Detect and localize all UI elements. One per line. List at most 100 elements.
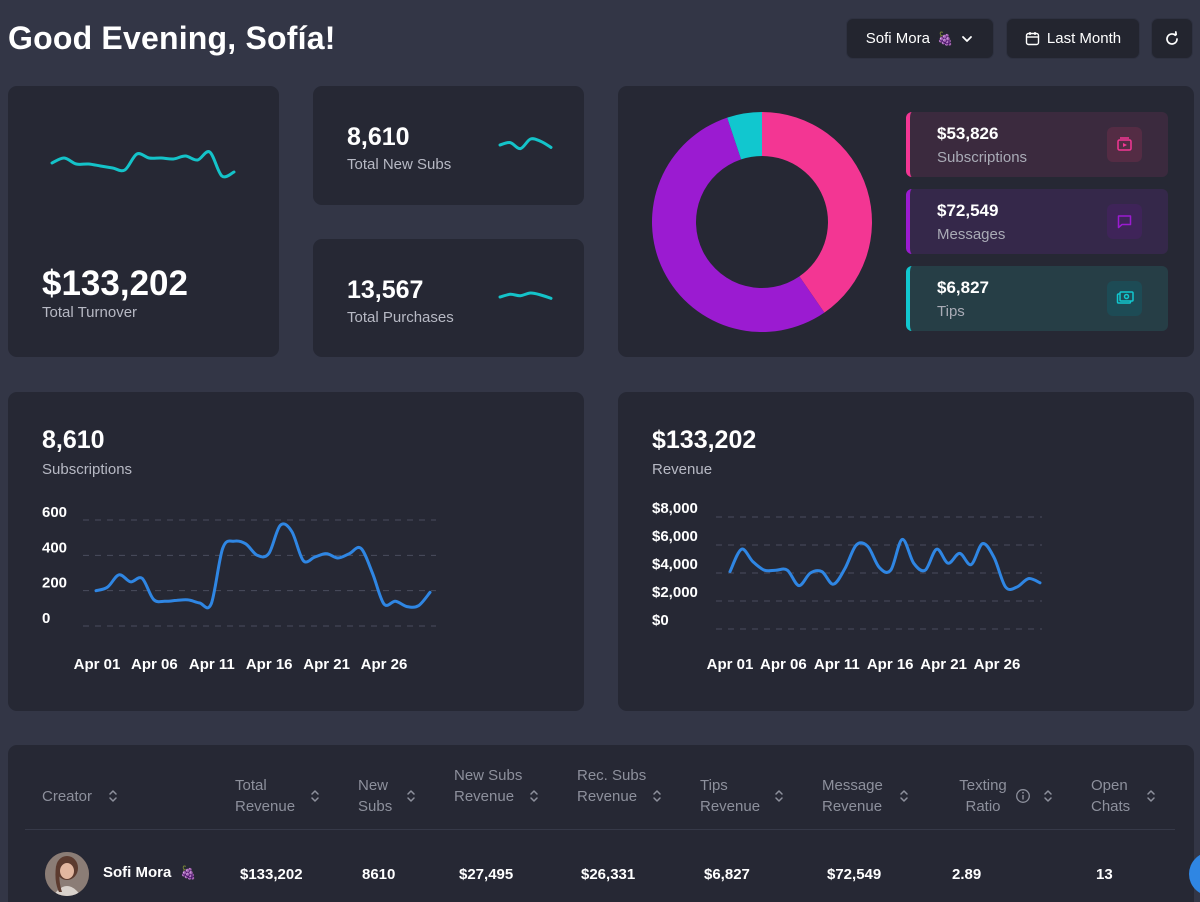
x-tick-label: Apr 26 — [974, 656, 1021, 673]
y-tick-label: 200 — [42, 575, 67, 592]
sort-icon[interactable] — [899, 788, 909, 804]
x-tick-label: Apr 01 — [74, 656, 121, 673]
donut-slice-messages[interactable] — [652, 117, 825, 332]
x-tick-label: Apr 06 — [760, 656, 807, 673]
subscriptions-line-chart: 600 400 200 0 Apr 01 Apr 06 Apr 11 Apr 16 Apr 21… — [42, 504, 436, 673]
purchases-label: Total Purchases — [347, 309, 454, 326]
period-button-label: Last Month — [1046, 30, 1122, 47]
subscriptions-chart-card: 8,610 Subscriptions 600 400 200 0 Apr 01 Apr … — [8, 392, 584, 711]
series-line-0 — [728, 537, 1042, 592]
column-header-message-revenue[interactable]: Message Revenue — [822, 777, 883, 815]
turnover-sparkline — [50, 150, 236, 179]
x-tick-label: Apr 11 — [189, 656, 235, 673]
breakdown-tips: $6,827 Tips — [906, 266, 1168, 331]
sort-icon[interactable] — [406, 788, 416, 804]
row-new-subs: 8610 — [362, 866, 396, 883]
y-tick-label: 600 — [42, 504, 67, 521]
creators-table-card — [8, 745, 1194, 902]
row-tips-revenue: $6,827 — [704, 866, 750, 883]
x-tick-label: Apr 21 — [303, 656, 350, 673]
sort-icon[interactable] — [529, 788, 539, 804]
chevron-down-icon — [960, 32, 974, 46]
refresh-icon — [1164, 30, 1180, 47]
table-header-divider — [25, 829, 1175, 830]
breakdown-messages-value: $72,549 — [937, 201, 999, 220]
revenue-chart-card: $133,202 Revenue $8,000 $6,000 $4,000 $2,00… — [618, 392, 1194, 711]
period-button[interactable]: Last Month — [1006, 18, 1140, 59]
chat-launcher-button[interactable] — [1189, 852, 1200, 896]
sort-icon[interactable] — [652, 788, 662, 804]
column-header-total-revenue[interactable]: Total Revenue — [235, 777, 296, 815]
y-tick-label: $6,000 — [652, 528, 698, 545]
sort-icon[interactable] — [310, 788, 320, 804]
revenue-chart-value: $133,202 — [652, 426, 757, 454]
y-tick-label: $0 — [652, 612, 669, 629]
column-header-rec-subs-revenue[interactable]: Rec. Subs Revenue — [577, 767, 647, 805]
column-header-new-subs[interactable]: New Subs — [358, 777, 393, 815]
row-message-revenue: $72,549 — [827, 866, 882, 883]
calendar-icon — [1025, 31, 1040, 46]
purchases-value: 13,567 — [347, 276, 424, 304]
purchases-card: 13,567 Total Purchases — [313, 239, 584, 357]
new-subs-sparkline — [498, 137, 553, 151]
donut-slice-tips[interactable] — [727, 112, 762, 160]
turnover-label: Total Turnover — [42, 304, 138, 321]
subscriptions-chart-value: 8,610 — [42, 426, 105, 454]
y-tick-label: 400 — [42, 539, 67, 556]
row-texting-ratio: 2.89 — [952, 866, 982, 883]
breakdown-subscriptions-value: $53,826 — [937, 124, 999, 143]
row-new-subs-revenue: $27,495 — [459, 866, 514, 883]
new-subs-card: 8,610 Total New Subs — [313, 86, 584, 205]
info-icon[interactable] — [1015, 788, 1031, 804]
breakdown-subscriptions: $53,826 Subscriptions — [906, 112, 1168, 177]
turnover-card: $133,202 Total Turnover — [8, 86, 279, 357]
breakdown-tips-value: $6,827 — [937, 278, 989, 297]
sort-icon[interactable] — [1043, 788, 1053, 804]
row-creator-emoji: 🍇 — [180, 865, 197, 880]
x-tick-label: Apr 06 — [131, 656, 178, 673]
sort-icon[interactable] — [1146, 788, 1156, 804]
donut-slice-subscriptions[interactable] — [762, 112, 872, 313]
x-tick-label: Apr 21 — [920, 656, 967, 673]
y-tick-label: $2,000 — [652, 584, 698, 601]
sort-icon[interactable] — [108, 788, 118, 804]
new-subs-label: Total New Subs — [347, 156, 452, 173]
new-subs-value: 8,610 — [347, 123, 410, 151]
column-header-texting-ratio[interactable]: Texting Ratio — [959, 777, 1007, 815]
row-total-revenue: $133,202 — [240, 866, 303, 883]
revenue-donut-chart — [652, 112, 872, 332]
video-icon — [1107, 127, 1142, 162]
column-header-open-chats[interactable]: Open Chats — [1091, 777, 1131, 815]
y-tick-label: $4,000 — [652, 556, 698, 573]
message-icon — [1107, 204, 1142, 239]
y-tick-label: 0 — [42, 610, 50, 627]
turnover-value: $133,202 — [42, 264, 188, 303]
purchases-sparkline — [498, 291, 553, 300]
x-tick-label: Apr 11 — [814, 656, 860, 673]
series-line-0 — [94, 522, 432, 610]
avatar[interactable] — [45, 852, 89, 896]
breakdown-messages-label: Messages — [937, 226, 1006, 243]
column-header-tips-revenue[interactable]: Tips Revenue — [700, 777, 761, 815]
revenue-line-chart: $8,000 $6,000 $4,000 $2,000 $0 Apr 01 Apr 06 Ap… — [652, 500, 1042, 673]
page-title: Good Evening, Sofía! — [8, 20, 336, 56]
breakdown-tips-label: Tips — [937, 303, 965, 320]
x-tick-label: Apr 26 — [361, 656, 408, 673]
x-tick-label: Apr 16 — [867, 656, 914, 673]
revenue-chart-label: Revenue — [652, 461, 713, 478]
refresh-button[interactable] — [1151, 18, 1193, 59]
row-creator-name[interactable]: Sofi Mora — [103, 864, 172, 881]
creator-select[interactable]: Sofi Mora 🍇 — [846, 18, 994, 59]
column-header-new-subs-revenue[interactable]: New Subs Revenue — [454, 767, 523, 805]
row-open-chats: 13 — [1096, 866, 1113, 883]
creator-select-label: Sofi Mora — [865, 30, 930, 47]
sort-icon[interactable] — [774, 788, 784, 804]
x-tick-label: Apr 01 — [707, 656, 754, 673]
cash-icon — [1107, 281, 1142, 316]
breakdown-messages: $72,549 Messages — [906, 189, 1168, 254]
breakdown-subscriptions-label: Subscriptions — [937, 149, 1028, 166]
column-header-creator[interactable]: Creator — [42, 788, 93, 805]
y-tick-label: $8,000 — [652, 500, 698, 517]
creator-select-emoji: 🍇 — [937, 30, 954, 46]
